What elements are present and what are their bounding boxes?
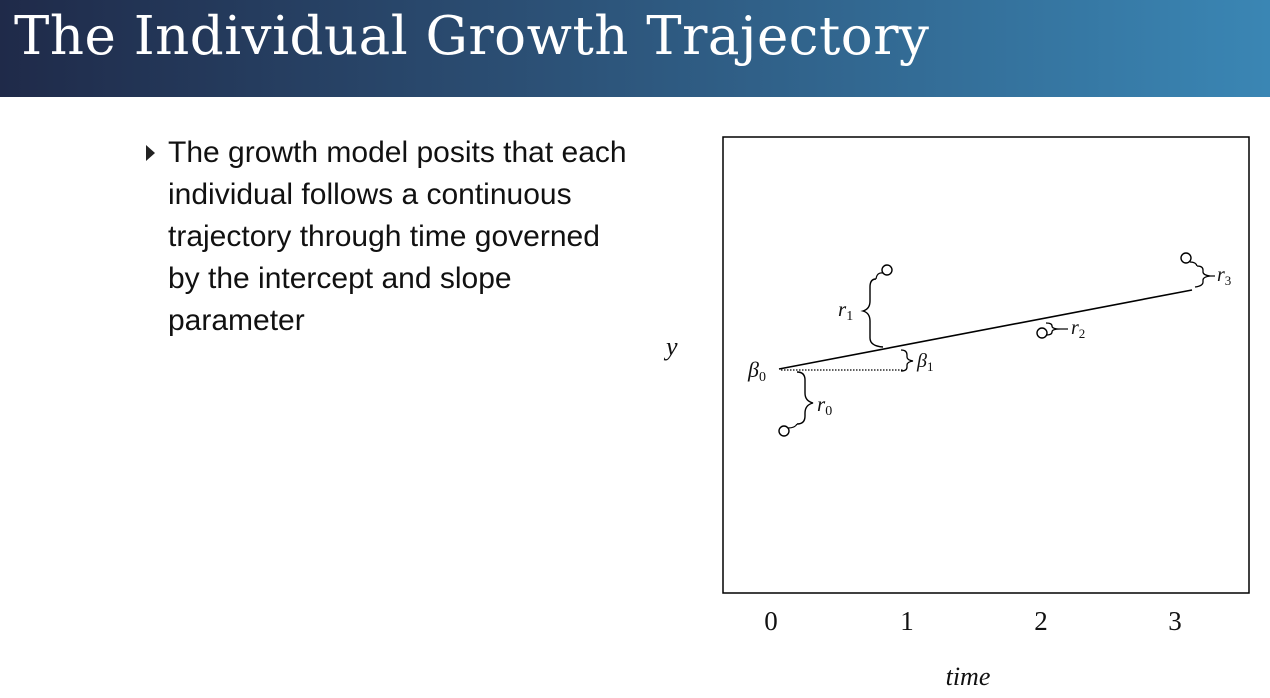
observation-point-2 — [1036, 327, 1048, 339]
x-tick-label: 2 — [1034, 606, 1048, 636]
brace-r2 — [1045, 322, 1061, 336]
observation-point-0 — [778, 425, 790, 437]
r2-label: r2 — [1071, 317, 1085, 341]
x-tick-label: 3 — [1168, 606, 1182, 636]
beta0-label: β0 — [747, 357, 766, 385]
r0-label: r0 — [817, 392, 832, 419]
trajectory-line — [778, 289, 1193, 370]
observation-point-3 — [1180, 252, 1192, 264]
brace-r3 — [1194, 265, 1211, 288]
bullet-text: The growth model posits that each indivi… — [168, 136, 627, 337]
brace-r1 — [860, 278, 884, 348]
x-tick-label: 0 — [764, 606, 778, 636]
r3-label: r3 — [1217, 264, 1231, 288]
y-axis-label: y — [663, 332, 678, 361]
title-bar: The Individual Growth Trajectory — [0, 0, 1270, 97]
brace-beta1 — [900, 349, 914, 372]
beta1-label: β1 — [916, 350, 933, 374]
brace-r0 — [796, 371, 814, 425]
connector-3 — [1189, 261, 1198, 267]
observation-point-1 — [881, 264, 893, 276]
slide-title: The Individual Growth Trajectory — [14, 6, 930, 67]
bullet-arrow-icon — [146, 145, 155, 161]
connector-0 — [787, 423, 798, 429]
x-tick-label: 1 — [900, 606, 914, 636]
connector-1 — [875, 272, 884, 280]
plot-frame — [722, 136, 1250, 594]
r1-label: r1 — [838, 297, 853, 324]
x-axis-label: time — [946, 662, 991, 691]
